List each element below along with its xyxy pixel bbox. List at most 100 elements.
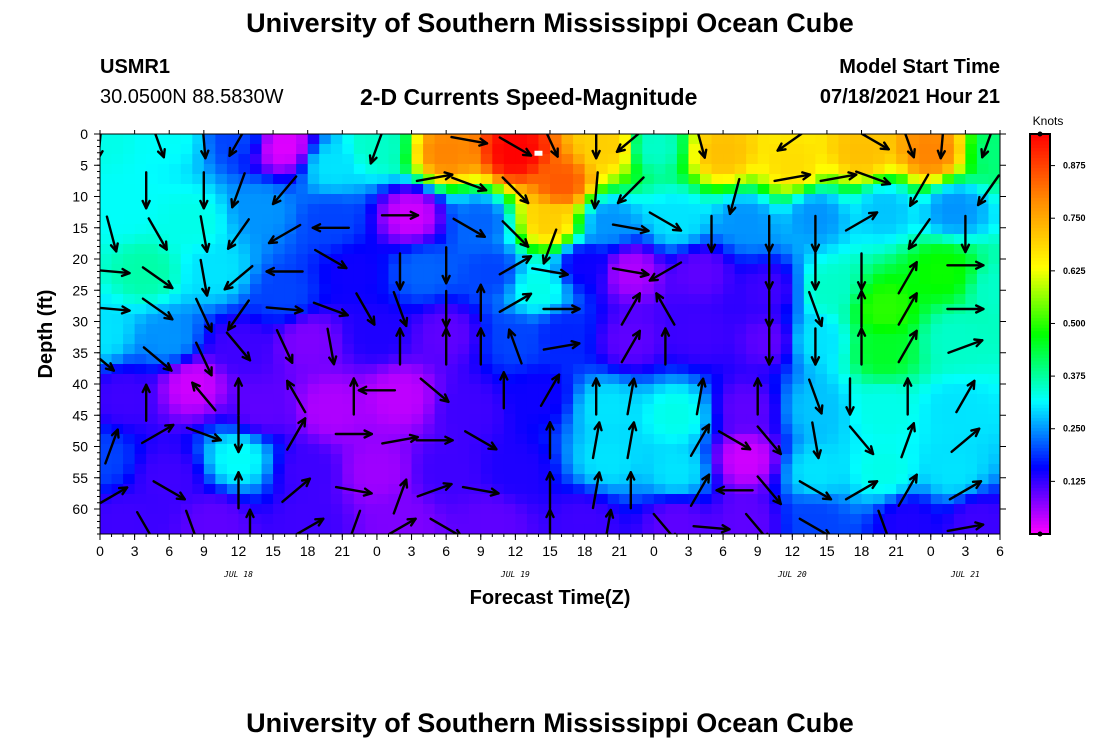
heat-cell: [930, 374, 943, 385]
heat-cell: [896, 194, 909, 205]
heat-cell: [480, 454, 493, 465]
heat-cell: [503, 514, 516, 525]
colorbar-cap-bottom: [1037, 531, 1043, 537]
current-vector: [756, 425, 782, 456]
heat-cell: [676, 494, 690, 505]
heat-cell: [573, 284, 586, 295]
heat-cell: [538, 144, 551, 155]
heat-cell: [907, 244, 920, 255]
current-vector: [334, 429, 373, 439]
heat-cell: [457, 144, 470, 155]
heat-cell: [780, 484, 793, 495]
heat-cell: [273, 154, 286, 165]
heat-cell: [411, 284, 424, 295]
heat-cell: [457, 344, 470, 355]
heat-cell: [469, 214, 482, 225]
current-vector: [855, 170, 892, 186]
heat-cell: [319, 154, 332, 165]
heat-cell: [319, 264, 332, 275]
heat-cell: [515, 224, 528, 235]
heat-cell: [526, 514, 540, 525]
heat-cell: [411, 264, 424, 275]
heat-cell: [723, 224, 736, 235]
heat-cell: [526, 134, 540, 145]
heat-cell: [792, 144, 805, 155]
heat-cell: [861, 184, 874, 195]
heat-cell: [226, 184, 240, 195]
heat-cell: [538, 444, 551, 455]
heat-cell: [526, 274, 540, 285]
heat-cell: [180, 474, 193, 485]
current-vector: [441, 246, 451, 285]
heat-cell: [965, 444, 978, 455]
heat-cell: [884, 334, 897, 345]
heat-cell: [538, 434, 551, 445]
current-vector: [199, 215, 211, 253]
heat-cell: [792, 244, 805, 255]
heat-cell: [457, 484, 470, 495]
heat-cell: [896, 454, 909, 465]
heat-cell: [550, 254, 563, 265]
heat-cell: [100, 324, 113, 335]
heat-cell: [400, 334, 413, 345]
heat-cell: [423, 494, 436, 505]
heat-cell: [261, 204, 274, 215]
heat-cell: [653, 224, 666, 235]
chart-subtitle: 2-D Currents Speed-Magnitude: [360, 84, 698, 110]
heat-cell: [111, 414, 124, 425]
heat-cell: [480, 414, 493, 425]
heat-cell: [676, 144, 690, 155]
heat-cell: [469, 504, 482, 515]
heat-cell: [319, 164, 332, 175]
heat-cell: [526, 284, 540, 295]
heat-cell: [492, 354, 505, 365]
heat-cell: [884, 184, 897, 195]
heat-cell: [134, 204, 147, 215]
heat-cell: [769, 254, 782, 265]
heat-cell: [388, 174, 401, 185]
heat-cell: [942, 394, 955, 405]
heat-cell: [665, 474, 678, 485]
heat-cell: [296, 454, 309, 465]
heat-cell: [550, 394, 563, 405]
heat-cell: [376, 404, 390, 415]
heat-cell: [688, 474, 701, 485]
heat-cell: [123, 134, 136, 145]
heat-cell: [723, 374, 736, 385]
heat-cell: [526, 314, 540, 325]
heat-cell: [676, 234, 690, 245]
heat-cell: [353, 234, 366, 245]
heat-cell: [526, 174, 540, 185]
heat-cell: [665, 214, 678, 225]
current-vector: [223, 265, 254, 291]
heat-cell: [850, 294, 863, 305]
heat-cell: [319, 524, 332, 534]
heat-cell: [526, 444, 540, 455]
heat-cell: [388, 204, 401, 215]
heat-cell: [515, 344, 528, 355]
heat-cell: [988, 414, 1000, 425]
heat-cell: [434, 294, 447, 305]
heat-cell: [123, 444, 136, 455]
heat-cell: [976, 184, 990, 195]
heat-cell: [838, 264, 851, 275]
heat-cell: [988, 204, 1000, 215]
heat-cell: [146, 404, 159, 415]
heat-cell: [803, 394, 816, 405]
heat-cell: [769, 214, 782, 225]
heat-cell: [353, 494, 366, 505]
heat-cell: [573, 474, 586, 485]
heat-cell: [711, 314, 724, 325]
heat-cell: [469, 164, 482, 175]
heat-cell: [215, 274, 228, 285]
heat-cell: [492, 264, 505, 275]
heat-cell: [734, 424, 747, 435]
heat-cell: [665, 344, 678, 355]
heat-cell: [573, 464, 586, 475]
colorbar-swatch: [1030, 370, 1050, 375]
heat-cell: [873, 344, 886, 355]
heat-cell: [376, 234, 390, 245]
heat-cell: [780, 194, 793, 205]
heat-cell: [203, 144, 216, 155]
heat-cell: [503, 314, 516, 325]
